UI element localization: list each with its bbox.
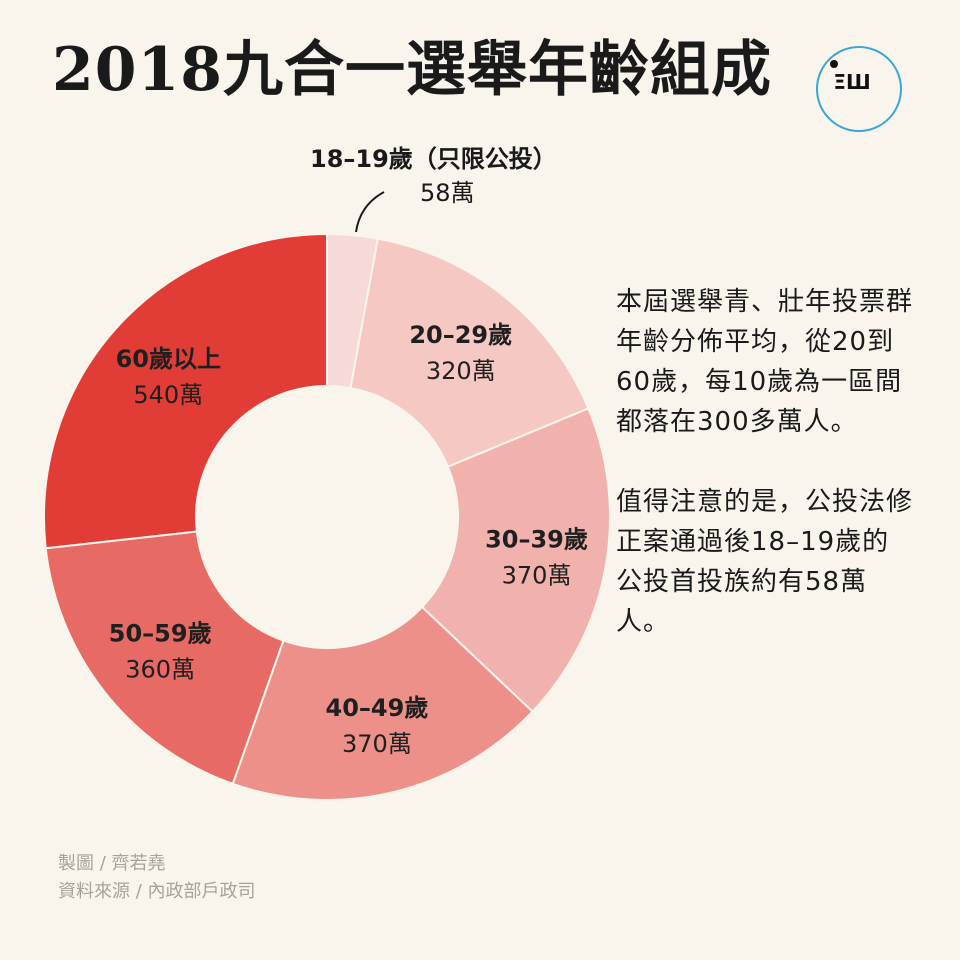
slice-value-label-5: 540萬 bbox=[133, 381, 203, 409]
chart-slices bbox=[43, 232, 611, 801]
donut-slice-2 bbox=[420, 407, 611, 714]
callout-leader-line bbox=[355, 191, 385, 233]
slice-category-label-1: 20–29歲 bbox=[409, 321, 512, 349]
credits: 製圖 / 齊若堯 資料來源 / 內政部戶政司 bbox=[58, 850, 256, 906]
slice-value-label-1: 320萬 bbox=[426, 357, 496, 385]
slice-value-label-4: 360萬 bbox=[125, 655, 195, 683]
slice-category-label-3: 40–49歲 bbox=[326, 694, 429, 722]
donut-slice-5 bbox=[43, 232, 328, 550]
commentary: 本屆選舉青、壯年投票群年齡分佈平均，從20到60歲，每10歲為一區間都落在300… bbox=[616, 282, 916, 642]
commentary-paragraph-2: 值得注意的是，公投法修正案通過後18–19歲的公投首投族約有58萬人。 bbox=[616, 487, 914, 637]
chart-labels: 20–29歲 320萬 30–39歲 370萬 40–49歲 370萬 50–59歲 360萬… bbox=[109, 321, 588, 758]
slice-category-label-2: 30–39歲 bbox=[485, 526, 588, 554]
media-logo-icon: ΞШ bbox=[816, 46, 902, 132]
logo-dot bbox=[830, 60, 838, 68]
logo-mark: ΞШ bbox=[833, 70, 871, 94]
page-title: 2018九合一選舉年齡組成 bbox=[52, 35, 772, 105]
slice-category-label-4: 50–59歲 bbox=[109, 619, 212, 647]
donut-slice-4 bbox=[44, 530, 285, 786]
donut-slice-3 bbox=[231, 605, 534, 801]
slice-category-label-5: 60歲以上 bbox=[116, 345, 221, 373]
small-slice-callout: 18–19歲（只限公投） 58萬 bbox=[310, 142, 610, 210]
slice-category-label-0: 18–19歲（只限公投） bbox=[310, 145, 557, 173]
slice-value-label-0: 58萬 bbox=[420, 179, 475, 207]
donut-slice-1 bbox=[349, 237, 590, 469]
slice-value-label-2: 370萬 bbox=[502, 562, 572, 590]
commentary-paragraph-1: 本屆選舉青、壯年投票群年齡分佈平均，從20到60歲，每10歲為一區間都落在300… bbox=[616, 287, 914, 437]
slice-value-label-3: 370萬 bbox=[342, 730, 412, 758]
source-credit: 資料來源 / 內政部戶政司 bbox=[58, 881, 256, 902]
author-credit: 製圖 / 齊若堯 bbox=[58, 853, 166, 874]
